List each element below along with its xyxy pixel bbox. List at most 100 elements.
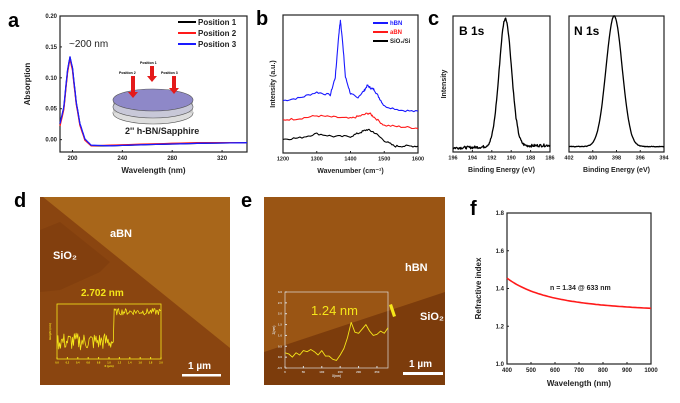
refractive-index-annotation: n = 1.34 @ 633 nm (550, 285, 611, 292)
inset-label-position-2: Position 2 (119, 71, 136, 75)
height-profile-e (284, 321, 389, 361)
x-tick-label: 100 (319, 370, 324, 374)
height-profile-d (56, 308, 162, 351)
x-tick-label: 0.8 (97, 362, 101, 365)
afm-d-scale-bar (182, 374, 221, 377)
y-tick-label: 1.6 (496, 249, 505, 255)
x-tick-label: 700 (574, 368, 585, 374)
legend-label: Position 3 (198, 40, 237, 49)
plot-frame (452, 15, 551, 153)
x-tick-label: 250 (374, 370, 379, 374)
chart-c2: 402 400 398 396 394 Binding Energy (eV) (564, 15, 670, 174)
y-tick-label: 2.5 (278, 301, 283, 305)
panel-label-d: d (14, 190, 26, 212)
panel-a-annotations: ~200 nm Position 1 Position 2 Position 3… (69, 39, 199, 136)
y-axis-label: Absorption (23, 63, 32, 106)
afm-image-e: hBN SiO₂ AI/a> 1 µm 1.24 nm (264, 197, 445, 385)
panel-label-a: a (8, 10, 20, 32)
x-tick-label: 600 (550, 368, 561, 374)
y-tick-label: 0.0 (278, 355, 283, 359)
inset-label-position-1: Position 1 (140, 61, 157, 65)
y-tick-label: -0.5 (277, 366, 283, 370)
x-tick-label: 192 (487, 156, 496, 162)
y-tick-label: 1.0 (496, 362, 505, 368)
y-axis-label: Height (nm) (48, 323, 52, 340)
x-tick-label: 190 (507, 156, 516, 162)
y-tick-label: 0.05 (45, 107, 57, 113)
x-tick-label: 400 (502, 368, 513, 374)
x-tick-label: 800 (598, 368, 609, 374)
x-axis-label: X (µm) (104, 364, 113, 368)
plot-frame (59, 15, 248, 153)
x-tick-label: 1.0 (107, 362, 111, 365)
x-tick-label: 1400 (344, 157, 356, 163)
x-tick-label: 240 (117, 156, 128, 162)
y-tick-label: 0.15 (45, 45, 57, 51)
x-tick-label: 1500 (378, 157, 390, 163)
afm-d-label-abn: aBN (110, 228, 132, 240)
x-tick-label: 1200 (277, 157, 289, 163)
b1s-title: B 1s (459, 24, 485, 38)
series-siosi (282, 128, 419, 148)
x-tick-label: 1300 (311, 157, 323, 163)
y-tick-label: 0.00 (45, 138, 57, 144)
inset-label-position-3: Position 3 (161, 71, 178, 75)
x-tick-label: 186 (545, 156, 554, 162)
x-axis-label: Binding Energy (eV) (468, 167, 535, 174)
x-tick-label: 396 (636, 156, 645, 162)
chart-a: 200 240 280 320 0.00 0.05 0.10 0.15 0.20 Waveleng… (23, 14, 248, 175)
panel-label-f: f (470, 198, 477, 220)
x-tick-label: 500 (526, 368, 537, 374)
x-tick-label: 194 (468, 156, 478, 162)
x-axis-label: Binding Energy (eV) (583, 167, 650, 174)
y-axis-label: Intensity (a.u.) (270, 60, 277, 107)
afm-e-step-height: 1.24 nm (311, 303, 358, 318)
x-axis-label: X(nm) (332, 374, 341, 378)
x-tick-label: 320 (217, 156, 228, 162)
x-tick-label: 0.2 (66, 362, 70, 365)
x-tick-label: 280 (167, 156, 178, 162)
y-axis-label: Z(nm) (272, 326, 276, 335)
x-axis-label: Wavelength (nm) (547, 379, 611, 388)
afm-e-label-hbn: hBN (405, 262, 428, 274)
legend-label: hBN (390, 21, 402, 27)
series-hbn (282, 19, 419, 113)
x-tick-label: 0.0 (55, 362, 59, 365)
x-tick-label: 900 (622, 368, 633, 374)
chart-e_inset: 0 50 100 150 200 250 -0.5 0.0 0.5 1.0 1.5 2.0 2.5 3.0… (272, 290, 389, 378)
x-tick-label: 50 (302, 370, 306, 374)
x-tick-label: 402 (564, 156, 573, 162)
plot-frame (284, 291, 389, 369)
legend-label: SiO₂/Si (390, 39, 411, 45)
x-tick-label: 188 (526, 156, 535, 162)
wafer-caption: 2'' h-BN/Sapphire (125, 126, 199, 136)
x-tick-label: 196 (448, 156, 457, 162)
afm-e-scale-label: 1 µm (409, 359, 432, 370)
series-position-3 (59, 56, 248, 147)
x-tick-label: 1.6 (138, 362, 142, 365)
y-tick-label: 1.8 (496, 211, 505, 217)
n1s-title: N 1s (574, 24, 600, 38)
panel-label-c: c (428, 8, 439, 30)
x-tick-label: 200 (356, 370, 361, 374)
x-tick-label: 0 (284, 370, 286, 374)
x-tick-label: 398 (612, 156, 621, 162)
chart-d_inset: 0.0 0.2 0.4 0.6 0.8 1.0 1.2 1.4 1.6 1.8 2.0 X (µm) H… (48, 303, 163, 368)
series-abn (282, 112, 419, 130)
y-tick-label: 0.10 (45, 76, 57, 82)
profile-marker-icon (389, 304, 396, 317)
x-tick-label: 1.2 (118, 362, 122, 365)
y-tick-label: 0.20 (45, 14, 57, 20)
legend-label: Position 1 (198, 18, 237, 27)
chart-f: 400 500 600 700 800 900 1000 1.0 1.2 1.4 1.6 1.8 Wav… (474, 211, 658, 388)
x-axis-label: Wavenumber (cm⁻¹) (317, 168, 383, 175)
x-tick-label: 1600 (412, 157, 424, 163)
afm-e-label-sio2: SiO₂ (420, 311, 444, 323)
chart-c1: 196 194 192 190 188 186 Binding Energy (eV) Int… (441, 15, 555, 174)
series-c2 (568, 15, 665, 148)
panel-label-b: b (256, 8, 268, 30)
x-tick-label: 394 (659, 156, 669, 162)
x-tick-label: 200 (67, 156, 78, 162)
afm-d-step-height: 2.702 nm (81, 288, 124, 299)
